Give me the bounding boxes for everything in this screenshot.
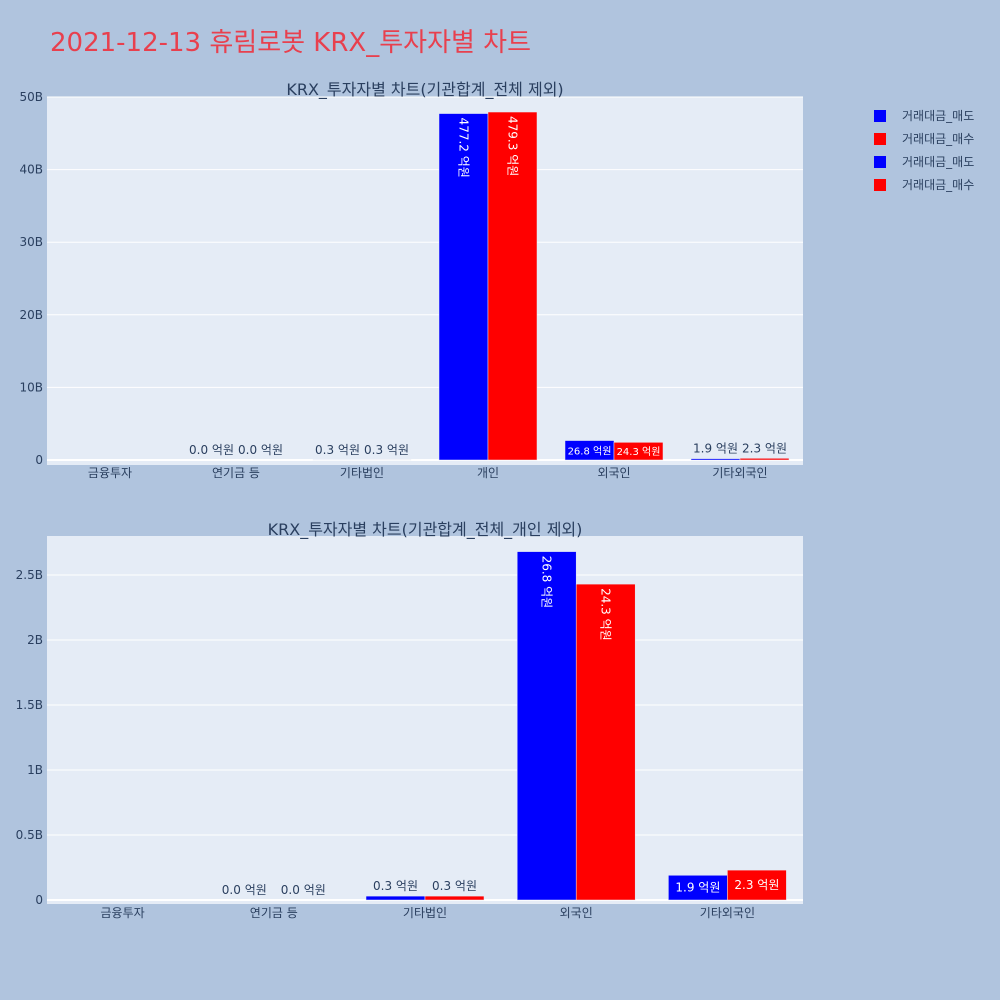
legend-label: 거래대금_매도 — [902, 155, 975, 169]
y-tick-label: 1.5B — [16, 698, 43, 712]
data-label: 0.0 억원 — [222, 883, 267, 897]
bar — [516, 551, 577, 901]
data-label: 24.3 억원 — [599, 588, 613, 641]
chart-title: KRX_투자자별 차트(기관합계_전체_개인 제외) — [268, 520, 583, 540]
y-tick-label: 30B — [19, 235, 43, 249]
y-tick-label: 40B — [19, 163, 43, 177]
legend[interactable]: 거래대금_매도 거래대금_매수 거래대금_매도 거래대금_매수 — [874, 104, 974, 196]
plot-area — [47, 97, 803, 465]
data-label: 0.0 억원 — [189, 443, 234, 457]
data-label: 24.3 억원 — [617, 446, 661, 458]
data-label: 0.3 억원 — [432, 879, 477, 893]
chart-2: 0 0.5B 1B 1.5B 2B 2.5B KRX_투자자별 차트(기관합계_전체_개인 … — [16, 520, 803, 920]
legend-label: 거래대금_매수 — [902, 178, 975, 192]
x-tick-label: 기타법인 — [340, 466, 384, 480]
data-label: 2.3 억원 — [734, 878, 779, 892]
x-tick-label: 개인 — [477, 466, 499, 480]
y-tick-label: 2.5B — [16, 568, 43, 582]
data-label: 0.3 억원 — [373, 879, 418, 893]
data-label: 0.0 억원 — [281, 883, 326, 897]
bar — [739, 458, 790, 461]
y-tick-label: 1B — [27, 763, 43, 777]
x-tick-label: 연기금 등 — [212, 466, 260, 480]
bar — [365, 895, 426, 901]
data-label: 1.9 억원 — [675, 881, 720, 895]
legend-item[interactable]: 거래대금_매도 — [874, 150, 974, 173]
data-label: 477.2 억원 — [457, 118, 471, 178]
legend-item[interactable]: 거래대금_매수 — [874, 173, 974, 196]
legend-label: 거래대금_매도 — [902, 109, 975, 123]
x-tick-label: 기타외국인 — [712, 466, 767, 480]
x-tick-label: 외국인 — [597, 466, 630, 480]
x-tick-label: 금융투자 — [101, 906, 145, 920]
data-label: 1.9 억원 — [693, 442, 738, 456]
legend-swatch-icon — [874, 109, 886, 122]
bar — [424, 895, 485, 901]
legend-swatch-icon — [874, 132, 886, 145]
data-label: 26.8 억원 — [568, 445, 612, 457]
plot-area — [47, 536, 803, 904]
bar — [575, 583, 636, 901]
data-label: 0.3 억원 — [364, 443, 409, 457]
y-tick-label: 0 — [35, 453, 43, 467]
legend-label: 거래대금_매수 — [902, 132, 975, 146]
y-tick-label: 20B — [19, 308, 43, 322]
chart-1: 0 10B 20B 30B 40B 50B KRX_투자자별 차트(기관합계_전체 제외) 금… — [19, 80, 803, 480]
y-tick-label: 0.5B — [16, 828, 43, 842]
y-tick-label: 2B — [27, 633, 43, 647]
y-tick-label: 50B — [19, 90, 43, 104]
data-label: 26.8 억원 — [540, 556, 554, 609]
legend-swatch-icon — [874, 178, 886, 191]
bar — [668, 875, 728, 901]
x-tick-label: 기타외국인 — [700, 906, 755, 920]
data-label: 2.3 억원 — [742, 441, 787, 455]
chart-title: KRX_투자자별 차트(기관합계_전체 제외) — [286, 80, 563, 100]
legend-item[interactable]: 거래대금_매수 — [874, 127, 974, 150]
x-tick-label: 금융투자 — [88, 466, 132, 480]
page-title: 2021-12-13 휴림로봇 KRX_투자자별 차트 — [50, 28, 532, 58]
legend-item[interactable]: 거래대금_매도 — [874, 104, 974, 127]
y-tick-label: 10B — [19, 380, 43, 394]
data-label: 0.0 억원 — [238, 443, 283, 457]
x-tick-label: 연기금 등 — [250, 906, 298, 920]
x-tick-label: 외국인 — [560, 906, 593, 920]
data-label: 0.3 억원 — [315, 443, 360, 457]
y-tick-label: 0 — [35, 893, 43, 907]
x-tick-label: 기타법인 — [403, 906, 447, 920]
bar — [727, 869, 787, 901]
bar — [690, 458, 741, 461]
bar — [613, 442, 664, 461]
legend-swatch-icon — [874, 155, 886, 168]
data-label: 479.3 억원 — [506, 116, 520, 176]
bar — [487, 111, 538, 461]
